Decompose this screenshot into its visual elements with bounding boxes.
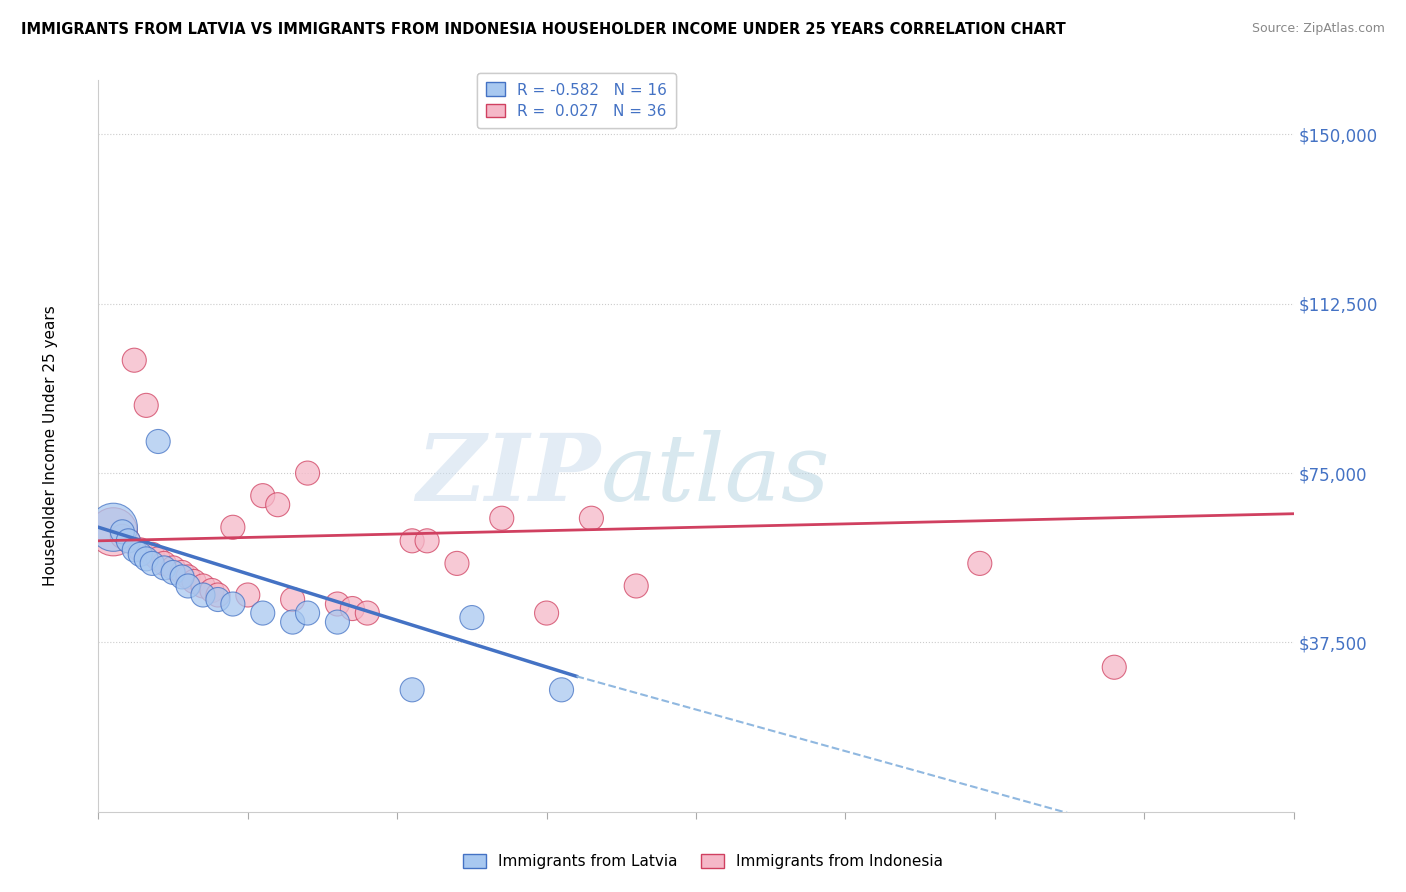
Point xyxy=(297,606,319,620)
Point xyxy=(117,533,139,548)
Point xyxy=(281,592,304,607)
Point xyxy=(581,511,603,525)
Point xyxy=(356,606,378,620)
Point xyxy=(135,398,157,412)
Point xyxy=(111,524,134,539)
Point xyxy=(1104,660,1126,674)
Point xyxy=(153,561,176,575)
Point xyxy=(297,466,319,480)
Point xyxy=(342,601,364,615)
Point xyxy=(153,557,176,571)
Text: Source: ZipAtlas.com: Source: ZipAtlas.com xyxy=(1251,22,1385,36)
Point xyxy=(111,529,134,543)
Point xyxy=(117,533,139,548)
Point xyxy=(626,579,648,593)
Point xyxy=(401,533,423,548)
Point xyxy=(172,570,194,584)
Point xyxy=(148,552,170,566)
Point xyxy=(222,597,245,611)
Point xyxy=(141,547,163,561)
Text: ZIP: ZIP xyxy=(416,430,600,520)
Point xyxy=(141,557,163,571)
Point xyxy=(222,520,245,534)
Point xyxy=(969,557,991,571)
Point xyxy=(446,557,468,571)
Point xyxy=(416,533,439,548)
Point xyxy=(201,583,224,598)
Legend: R = -0.582   N = 16, R =  0.027   N = 36: R = -0.582 N = 16, R = 0.027 N = 36 xyxy=(477,73,676,128)
Point xyxy=(124,542,146,557)
Point xyxy=(148,434,170,449)
Point xyxy=(183,574,205,589)
Point xyxy=(267,498,290,512)
Text: Householder Income Under 25 years: Householder Income Under 25 years xyxy=(44,306,58,586)
Point xyxy=(491,511,513,525)
Point xyxy=(191,579,214,593)
Text: IMMIGRANTS FROM LATVIA VS IMMIGRANTS FROM INDONESIA HOUSEHOLDER INCOME UNDER 25 : IMMIGRANTS FROM LATVIA VS IMMIGRANTS FRO… xyxy=(21,22,1066,37)
Point xyxy=(129,547,152,561)
Point xyxy=(207,592,229,607)
Point xyxy=(326,597,349,611)
Point xyxy=(177,570,200,584)
Point xyxy=(252,489,274,503)
Point xyxy=(207,588,229,602)
Point xyxy=(172,566,194,580)
Point xyxy=(461,610,484,624)
Point xyxy=(177,579,200,593)
Point xyxy=(191,588,214,602)
Point xyxy=(401,682,423,697)
Point xyxy=(162,561,184,575)
Point xyxy=(550,682,572,697)
Point xyxy=(103,524,125,539)
Point xyxy=(162,566,184,580)
Text: atlas: atlas xyxy=(600,430,830,520)
Point xyxy=(129,542,152,557)
Point xyxy=(236,588,259,602)
Legend: Immigrants from Latvia, Immigrants from Indonesia: Immigrants from Latvia, Immigrants from … xyxy=(457,848,949,875)
Point xyxy=(252,606,274,620)
Point xyxy=(135,552,157,566)
Point xyxy=(326,615,349,629)
Point xyxy=(103,520,125,534)
Point xyxy=(536,606,558,620)
Point xyxy=(281,615,304,629)
Point xyxy=(124,353,146,368)
